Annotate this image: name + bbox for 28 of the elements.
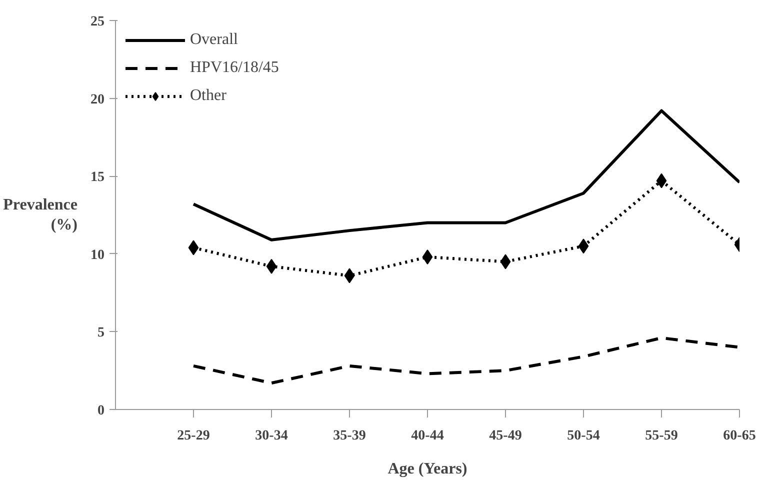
y-axis-title: Prevalence (%) <box>3 196 78 234</box>
y-tick-label: 25 <box>90 14 104 30</box>
x-tick-label: 45-49 <box>489 428 522 444</box>
point <box>500 254 511 270</box>
y-tick-label: 0 <box>98 404 104 418</box>
x-tick-label: 60-65 <box>723 428 756 444</box>
y-tick-label: 10 <box>90 248 104 263</box>
point <box>188 240 199 256</box>
y-tick-label: 5 <box>98 326 104 341</box>
line-series <box>192 109 740 242</box>
x-tick-label: 25-29 <box>177 428 210 444</box>
x-tick-label: 55-59 <box>645 428 678 444</box>
line-series <box>192 336 740 385</box>
legend-label: Other <box>190 87 226 105</box>
x-tick-label: 35-39 <box>333 428 366 444</box>
legend-label: Overall <box>190 31 238 49</box>
y-tick-label: 20 <box>90 92 104 108</box>
point <box>344 268 355 284</box>
x-tick-label: 30-34 <box>255 428 288 444</box>
x-tick-label: 50-54 <box>567 428 600 444</box>
x-tick-label: 40-44 <box>411 428 444 444</box>
y-tick-label: 15 <box>90 170 104 186</box>
point <box>266 258 277 274</box>
point <box>578 238 589 254</box>
legend-label: HPV16/18/45 <box>190 59 279 77</box>
x-axis-title: Age (Years) <box>388 460 468 478</box>
point <box>656 173 667 188</box>
point <box>422 250 433 265</box>
